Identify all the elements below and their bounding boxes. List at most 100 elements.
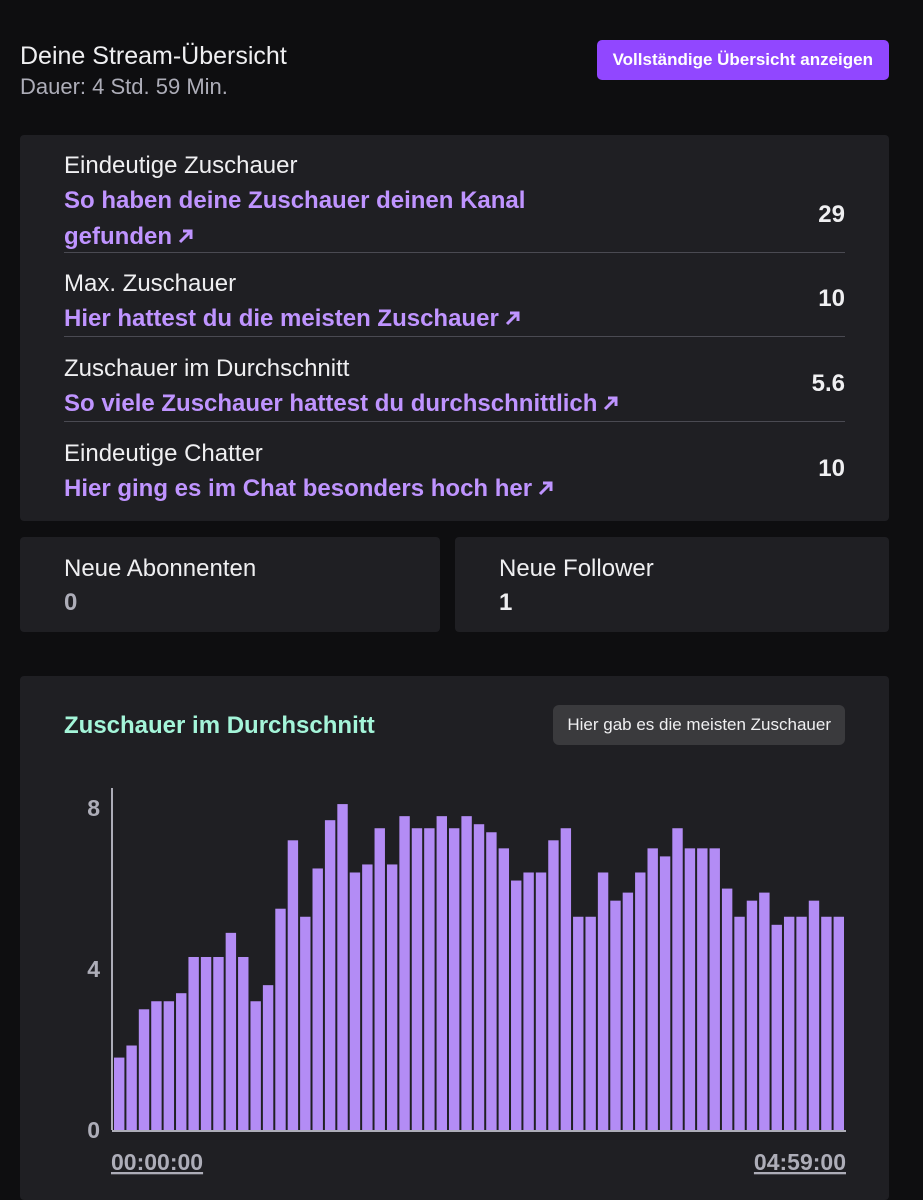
chart-bar[interactable]: [610, 900, 621, 1130]
link-text: So haben deine Zuschauer deinen Kanal ge…: [64, 187, 526, 250]
chart-bar[interactable]: [511, 880, 522, 1130]
chart-bar[interactable]: [647, 848, 658, 1130]
new-subscribers-card: Neue Abonnenten 0: [20, 537, 440, 632]
card-label: Neue Abonnenten: [64, 555, 257, 582]
chart-bar[interactable]: [262, 985, 274, 1130]
chart-bar[interactable]: [746, 900, 758, 1130]
chart-bar[interactable]: [697, 848, 708, 1130]
page-title: Deine Stream-Übersicht: [20, 42, 287, 70]
chart-bar[interactable]: [783, 916, 795, 1130]
chart-bar[interactable]: [213, 956, 224, 1130]
link-text: Hier ging es im Chat besonders hoch her: [64, 475, 533, 502]
chart-bar[interactable]: [386, 864, 398, 1130]
external-arrow-icon: [505, 311, 520, 326]
chart-title: Zuschauer im Durchschnitt: [64, 712, 375, 739]
chart-bar[interactable]: [448, 828, 460, 1130]
chart-bar[interactable]: [151, 1001, 162, 1130]
chart-bar[interactable]: [573, 916, 584, 1130]
chart-bar[interactable]: [225, 932, 237, 1130]
chart-bar[interactable]: [114, 1057, 125, 1130]
chart-bar[interactable]: [200, 956, 212, 1130]
card-label: Neue Follower: [499, 555, 654, 582]
stream-summary-header: Deine Stream-Übersicht Dauer: 4 Std. 59 …: [20, 40, 287, 102]
full-overview-button[interactable]: Vollständige Übersicht anzeigen: [596, 40, 889, 80]
chart-bar[interactable]: [473, 824, 485, 1130]
chart-bar[interactable]: [324, 820, 336, 1130]
y-tick-label: 0: [87, 1117, 100, 1143]
chart-bar[interactable]: [721, 888, 733, 1130]
chart-bar[interactable]: [337, 804, 348, 1130]
chart-bar[interactable]: [833, 916, 844, 1130]
viewer-bar-chart: 0 4 8 00:00:00 04:59:00: [87, 788, 846, 1175]
chart-bar[interactable]: [771, 924, 782, 1130]
metric-max-viewers: Max. Zuschauer Hier hattest du die meist…: [64, 267, 845, 337]
chart-bar[interactable]: [461, 816, 472, 1130]
link-text: So viele Zuschauer hattest du durchschni…: [64, 390, 598, 417]
metric-label: Eindeutige Chatter: [64, 440, 263, 467]
chart-bar[interactable]: [498, 848, 510, 1130]
metric-value: 10: [818, 455, 845, 482]
chart-bar[interactable]: [362, 864, 373, 1130]
chart-bar[interactable]: [821, 916, 832, 1130]
chart-bar[interactable]: [523, 872, 534, 1130]
average-viewers-link[interactable]: So viele Zuschauer hattest du durchschni…: [64, 390, 621, 417]
chart-bar[interactable]: [399, 816, 410, 1130]
metric-label: Max. Zuschauer: [64, 270, 237, 297]
chart-bar[interactable]: [734, 916, 745, 1130]
chart-bar[interactable]: [238, 956, 249, 1130]
chart-bar[interactable]: [436, 816, 447, 1130]
chart-bar[interactable]: [374, 828, 385, 1130]
chart-bar[interactable]: [709, 848, 720, 1130]
chart-bar[interactable]: [597, 872, 609, 1130]
metric-value: 5.6: [811, 370, 845, 397]
chart-bar[interactable]: [560, 828, 572, 1130]
peak-viewers-button[interactable]: Hier gab es die meisten Zuschauer: [553, 705, 845, 745]
max-viewers-link[interactable]: Hier hattest du die meisten Zuschauer: [64, 305, 523, 332]
metric-unique-chatters: Eindeutige Chatter Hier ging es im Chat …: [64, 437, 845, 506]
chart-bar[interactable]: [176, 993, 187, 1130]
chart-bar[interactable]: [275, 908, 286, 1130]
card-value: 1: [499, 589, 513, 616]
metric-value: 10: [818, 285, 845, 312]
external-arrow-icon: [178, 229, 193, 244]
new-followers-card: Neue Follower 1: [455, 537, 889, 632]
chart-bar[interactable]: [659, 856, 671, 1130]
chart-bar[interactable]: [684, 848, 696, 1130]
metric-label: Eindeutige Zuschauer: [64, 152, 298, 179]
metric-unique-viewers: Eindeutige Zuschauer So haben deine Zusc…: [64, 149, 845, 253]
x-end-label: 04:59:00: [754, 1149, 846, 1175]
chart-bar[interactable]: [759, 892, 770, 1130]
external-arrow-icon: [539, 481, 553, 496]
chat-activity-link[interactable]: Hier ging es im Chat besonders hoch her: [64, 475, 556, 502]
chart-bar[interactable]: [486, 832, 497, 1130]
viewer-sources-link[interactable]: So haben deine Zuschauer deinen Kanal ge…: [64, 187, 525, 250]
chart-bar[interactable]: [300, 916, 311, 1130]
chart-bar[interactable]: [349, 872, 361, 1130]
chart-bar[interactable]: [672, 828, 683, 1130]
chart-bar[interactable]: [635, 872, 646, 1130]
x-start-label: 00:00:00: [111, 1149, 203, 1175]
chart-bar[interactable]: [126, 1045, 137, 1130]
chart-bar[interactable]: [411, 828, 423, 1130]
metric-label: Zuschauer im Durchschnitt: [64, 355, 350, 382]
chart-bar[interactable]: [535, 872, 547, 1130]
y-tick-label: 4: [87, 956, 100, 982]
chart-bar[interactable]: [163, 1001, 175, 1130]
chart-bar[interactable]: [424, 828, 435, 1130]
chart-bar[interactable]: [796, 916, 807, 1130]
link-text: Hier hattest du die meisten Zuschauer: [64, 305, 499, 332]
chart-bar[interactable]: [188, 956, 199, 1130]
chart-bar[interactable]: [138, 1009, 150, 1130]
chart-bar[interactable]: [312, 868, 323, 1130]
chart-bar[interactable]: [287, 840, 299, 1130]
average-viewers-chart-panel: Zuschauer im Durchschnitt Hier gab es di…: [20, 676, 889, 1200]
chart-bar[interactable]: [548, 840, 559, 1130]
chart-bar[interactable]: [622, 892, 634, 1130]
stream-duration: Dauer: 4 Std. 59 Min.: [20, 74, 228, 99]
chart-bar[interactable]: [250, 1001, 261, 1130]
metric-average-viewers: Zuschauer im Durchschnitt So viele Zusch…: [64, 352, 845, 422]
external-arrow-icon: [604, 396, 618, 411]
y-tick-label: 8: [87, 795, 100, 821]
chart-bar[interactable]: [585, 916, 596, 1130]
chart-bar[interactable]: [808, 900, 820, 1130]
